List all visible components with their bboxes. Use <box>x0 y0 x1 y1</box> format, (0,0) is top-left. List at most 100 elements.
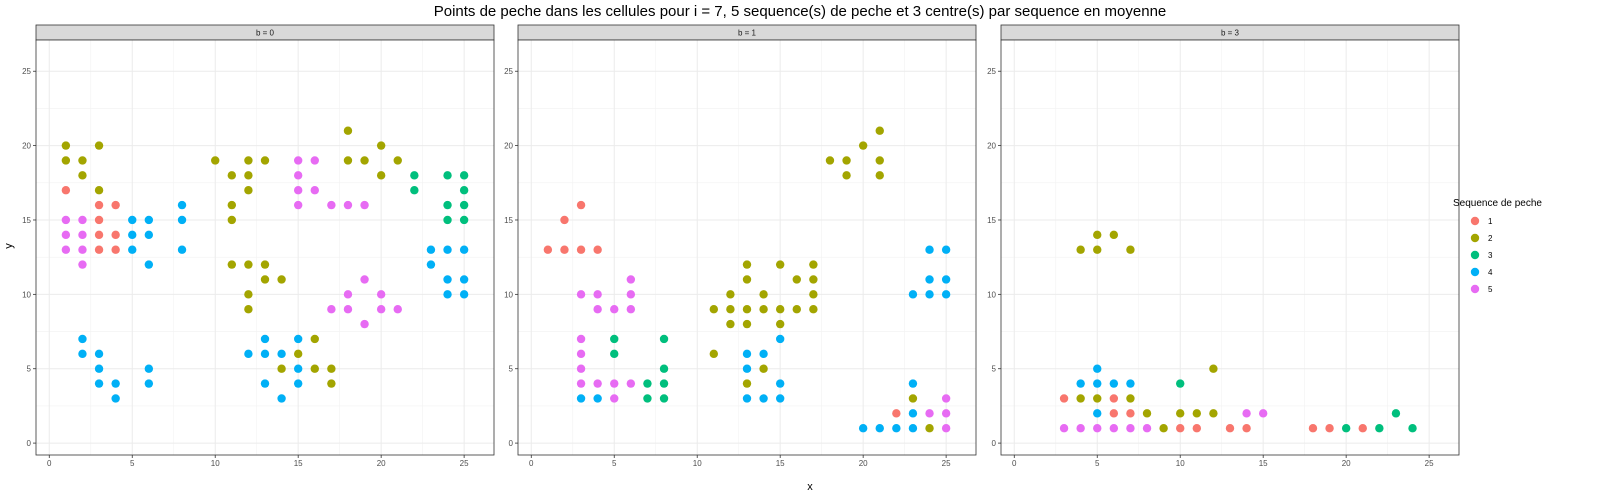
data-point <box>410 171 419 180</box>
data-point <box>310 334 319 344</box>
data-point <box>759 349 768 359</box>
data-point <box>1093 245 1102 254</box>
legend-key-2 <box>1470 233 1480 243</box>
data-point <box>327 200 336 210</box>
data-point <box>842 156 851 165</box>
data-point <box>1126 424 1135 433</box>
panel-border <box>35 39 495 456</box>
y-tick-label: 0 <box>992 439 997 448</box>
data-point <box>94 186 104 195</box>
x-tick-label: 0 <box>47 459 52 468</box>
y-tick-label: 25 <box>22 67 31 76</box>
data-point <box>376 141 386 150</box>
legend-label-3: 3 <box>1488 251 1493 260</box>
data-point <box>111 230 120 240</box>
facet-panel: b = 3 0 5 10 15 20 25 0 5 10 15 20 25 <box>987 24 1460 468</box>
data-point <box>925 424 934 433</box>
data-point <box>128 245 137 254</box>
data-point <box>144 260 154 269</box>
legend-label-5: 5 <box>1488 285 1493 294</box>
series-4 <box>78 200 469 403</box>
data-point <box>875 171 884 180</box>
data-point <box>343 126 353 135</box>
data-point <box>576 200 586 210</box>
data-point <box>360 275 369 284</box>
data-point <box>459 245 469 254</box>
data-point <box>610 349 619 359</box>
series-5 <box>576 275 951 433</box>
facet-panels: b = 0 0 5 10 15 20 25 0 5 10 15 20 25 b = 1 0 5 10 15 20 25… <box>22 24 1460 468</box>
data-point <box>376 305 386 314</box>
data-point <box>1358 424 1367 433</box>
panel-background <box>36 40 494 455</box>
data-point <box>177 245 187 254</box>
data-point <box>742 319 752 329</box>
data-point <box>1093 230 1102 240</box>
data-point <box>310 364 319 373</box>
y-tick-label: 20 <box>504 142 513 151</box>
data-point <box>227 260 237 269</box>
legend-key-5 <box>1470 284 1480 294</box>
x-axis-title: x <box>807 481 813 493</box>
x-tick-label: 15 <box>294 459 303 468</box>
legend-key-1 <box>1470 216 1480 226</box>
data-point <box>875 156 884 165</box>
data-point <box>260 260 270 269</box>
facet-strip-label: b = 1 <box>738 29 757 38</box>
data-point <box>277 275 286 284</box>
data-point <box>78 215 87 225</box>
data-point <box>260 379 270 388</box>
data-point <box>1159 424 1168 433</box>
data-point <box>1109 409 1119 418</box>
data-point <box>1109 394 1119 403</box>
data-point <box>410 186 419 195</box>
data-point <box>78 171 87 180</box>
data-point <box>61 215 71 225</box>
data-point <box>1076 379 1085 388</box>
data-point <box>94 230 104 240</box>
y-tick-label: 5 <box>509 365 514 374</box>
data-point <box>78 334 87 344</box>
data-point <box>726 305 735 314</box>
facet-strip-label: b = 0 <box>256 29 275 38</box>
data-point <box>260 349 270 359</box>
data-point <box>61 245 71 254</box>
data-point <box>1109 230 1119 240</box>
data-point <box>360 156 369 165</box>
data-point <box>376 171 386 180</box>
data-point <box>576 245 586 254</box>
data-point <box>941 409 951 418</box>
data-point <box>1109 424 1119 433</box>
data-point <box>941 394 951 403</box>
data-point <box>941 290 951 299</box>
data-point <box>593 379 602 388</box>
data-point <box>293 171 303 180</box>
data-point <box>925 245 934 254</box>
data-point <box>825 156 835 165</box>
series-1 <box>61 186 120 254</box>
data-point <box>908 409 918 418</box>
data-point <box>742 379 752 388</box>
data-point <box>78 230 87 240</box>
data-point <box>1142 424 1152 433</box>
data-point <box>61 230 71 240</box>
data-point <box>61 156 71 165</box>
legend-key-3 <box>1470 250 1480 260</box>
data-point <box>610 394 619 403</box>
data-point <box>244 186 253 195</box>
data-point <box>576 349 586 359</box>
data-point <box>128 215 137 225</box>
x-tick-label: 25 <box>1425 459 1434 468</box>
y-tick-label: 15 <box>504 216 513 225</box>
data-point <box>111 245 120 254</box>
y-axis-title: y <box>3 243 15 249</box>
data-point <box>875 126 884 135</box>
data-point <box>227 200 237 210</box>
data-point <box>576 394 586 403</box>
y-tick-label: 0 <box>509 439 514 448</box>
data-point <box>144 379 154 388</box>
data-point <box>1059 424 1069 433</box>
y-tick-label: 0 <box>27 439 32 448</box>
data-point <box>809 305 818 314</box>
data-point <box>593 305 602 314</box>
